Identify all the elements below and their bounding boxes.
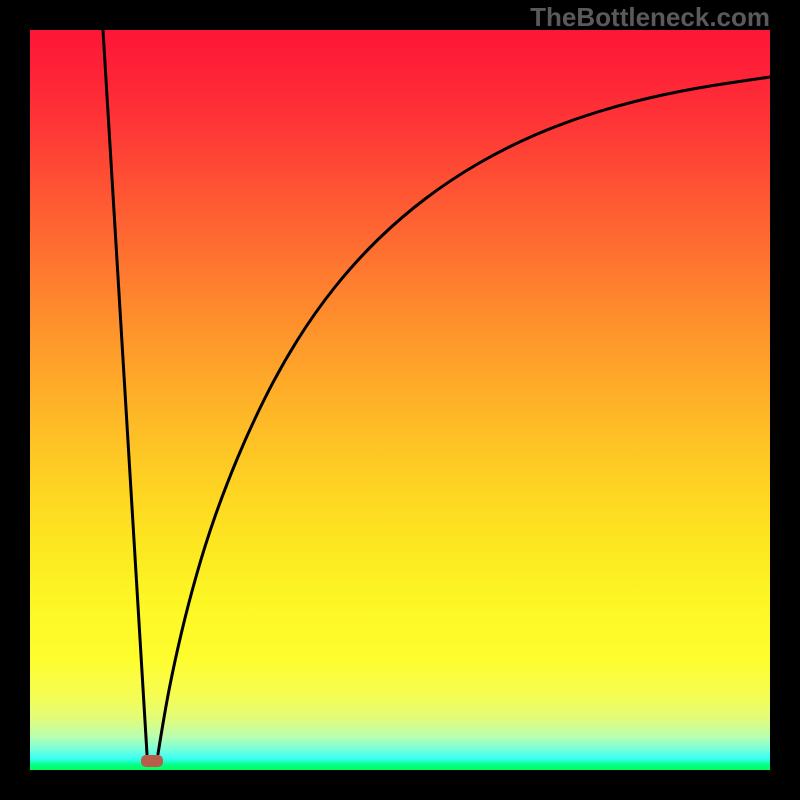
left-curve [103,30,147,754]
watermark-text: TheBottleneck.com [530,2,770,33]
right-curve [158,77,770,754]
plot-area [30,30,770,770]
curve-layer [30,30,770,770]
minimum-marker [141,755,163,767]
chart-container: TheBottleneck.com [0,0,800,800]
